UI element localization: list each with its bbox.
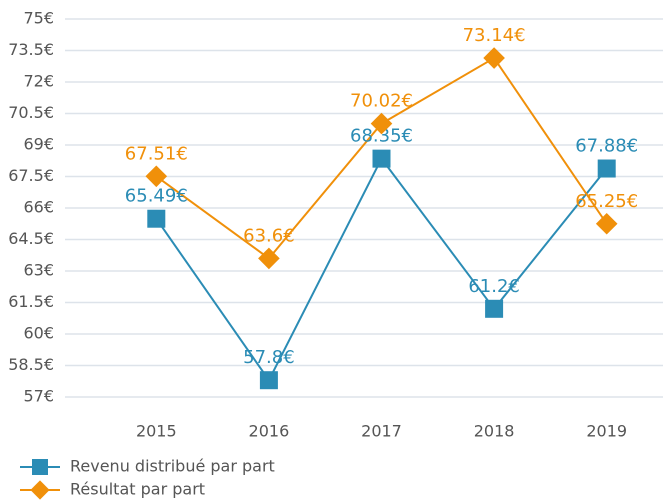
x-tick-label: 2015: [136, 422, 177, 441]
y-tick-label: 57€: [23, 387, 54, 406]
y-tick-label: 75€: [23, 9, 54, 28]
x-tick-label: 2018: [474, 422, 515, 441]
series-line: [155, 156, 608, 383]
x-tick-label: 2017: [361, 422, 402, 441]
x-tick-label: 2016: [249, 422, 290, 441]
marker: [147, 209, 166, 228]
data-label: 65.25€: [575, 191, 638, 212]
x-tick-label: 2019: [586, 422, 627, 441]
marker: [30, 480, 50, 500]
y-tick-label: 64.5€: [8, 229, 54, 248]
data-label: 65.49€: [125, 186, 188, 207]
y-tick-label: 58.5€: [8, 355, 54, 374]
data-label: 68.35€: [350, 126, 413, 147]
marker: [483, 47, 505, 69]
marker: [372, 149, 391, 168]
marker: [597, 159, 616, 178]
marker: [32, 459, 48, 475]
y-tick-label: 73.5€: [8, 40, 54, 59]
legend-label: Résultat par part: [70, 480, 205, 499]
data-label: 67.51€: [125, 143, 188, 164]
y-tick-label: 70.5€: [8, 103, 54, 122]
y-tick-label: 69€: [23, 135, 54, 154]
data-label: 70.02€: [350, 91, 413, 112]
data-label: 67.88€: [575, 136, 638, 157]
legend-label: Revenu distribué par part: [70, 457, 275, 476]
marker: [145, 165, 168, 188]
marker: [258, 247, 280, 270]
y-tick-label: 67.5€: [8, 166, 54, 185]
marker: [595, 212, 618, 235]
data-label: 57.8€: [243, 347, 295, 368]
y-tick-label: 63€: [23, 261, 54, 280]
marker: [370, 112, 393, 135]
y-tick-label: 66€: [23, 198, 54, 217]
data-label: 73.14€: [463, 25, 526, 46]
data-label: 63.6€: [243, 225, 295, 246]
marker: [259, 371, 278, 390]
y-tick-label: 72€: [23, 72, 54, 91]
marker: [485, 299, 504, 318]
data-label: 61.2€: [468, 276, 520, 297]
y-tick-label: 60€: [23, 324, 54, 343]
y-tick-label: 61.5€: [8, 292, 54, 311]
